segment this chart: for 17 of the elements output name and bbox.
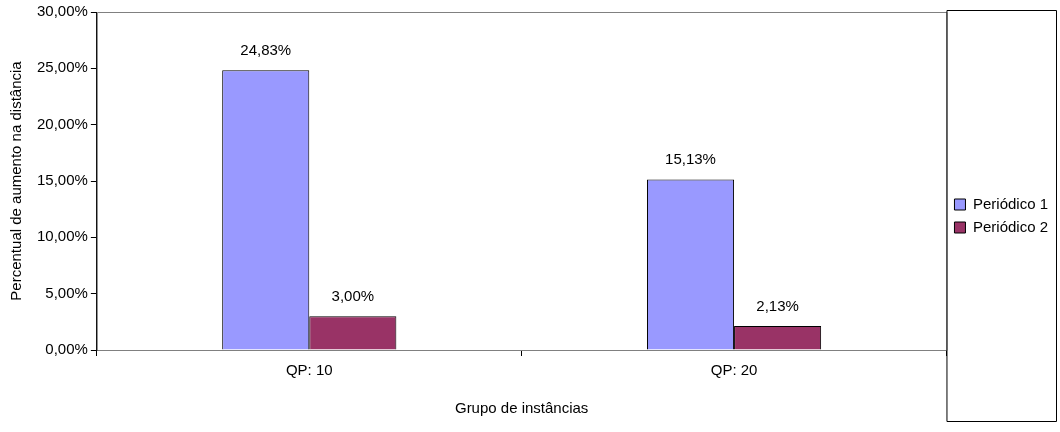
- data-label: 2,13%: [756, 296, 799, 314]
- data-label: 15,13%: [665, 150, 716, 168]
- y-axis-title: Percentual de aumento na distância: [7, 60, 25, 301]
- y-tick-label: 20,00%: [37, 114, 88, 132]
- y-tick-label: 10,00%: [37, 227, 88, 245]
- y-tick-label: 30,00%: [37, 2, 88, 20]
- x-tick-label: QP: 10: [285, 361, 333, 379]
- y-tick-label: 0,00%: [45, 340, 88, 358]
- y-tick-label: 5,00%: [45, 283, 88, 301]
- data-label: 3,00%: [331, 286, 375, 304]
- x-tick-label: QP: 20: [710, 361, 758, 379]
- y-tick-label: 25,00%: [37, 58, 88, 76]
- y-tick-label: 15,00%: [37, 171, 88, 189]
- legend-label: Periódico 2: [972, 217, 1048, 235]
- legend-label: Periódico 1: [972, 194, 1048, 212]
- data-label: 24,83%: [240, 40, 292, 58]
- x-axis-title: Grupo de instâncias: [454, 399, 589, 417]
